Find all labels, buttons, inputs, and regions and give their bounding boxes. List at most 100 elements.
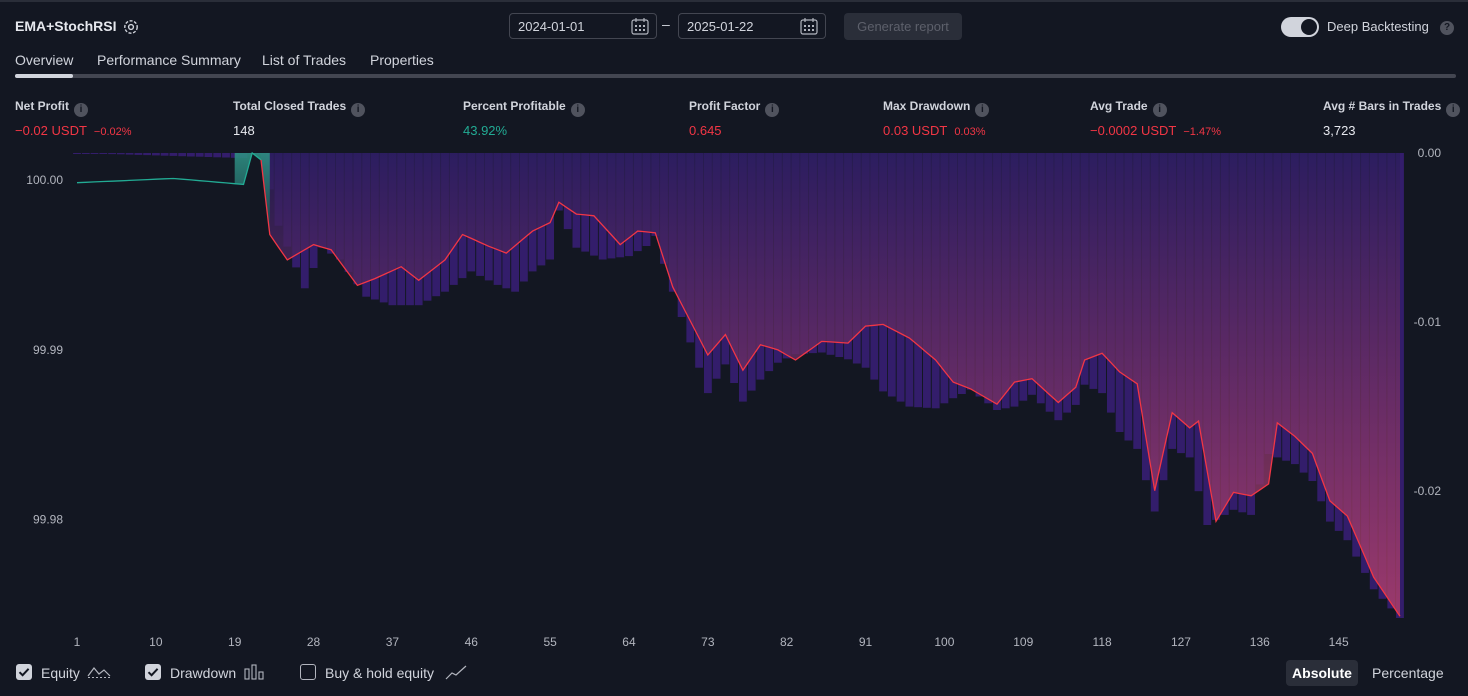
metric-net-profit: Net Profit i −0.02 USDT −0.02% (15, 97, 132, 138)
tab-properties[interactable]: Properties (370, 52, 434, 68)
x-axis-tick-label: 145 (1329, 635, 1349, 649)
metric-avg-bars: Avg # Bars in Trades i 3,723 (1323, 97, 1461, 138)
toggle-knob (1301, 19, 1317, 35)
x-axis-tick-label: 10 (149, 635, 163, 649)
metric-sub-value: −1.47% (1183, 126, 1221, 138)
date-from-input[interactable]: 2024-01-01 (509, 13, 657, 39)
metric-label: Percent Profitable (463, 99, 566, 113)
left-axis-tick-label: 99.98 (33, 513, 63, 527)
drawdown-bar (222, 153, 230, 158)
drawdown-bar (187, 153, 195, 157)
x-axis-tick-label: 127 (1171, 635, 1191, 649)
metric-total-closed-trades: Total Closed Trades i 148 (233, 97, 366, 138)
date-separator: – (662, 16, 670, 32)
drawdown-bar (160, 153, 169, 156)
x-axis-tick-label: 1 (74, 635, 81, 649)
drawdown-bar (108, 153, 116, 155)
x-axis-tick-label: 46 (465, 635, 479, 649)
generate-report-button[interactable]: Generate report (844, 13, 962, 40)
drawdown-bar (169, 153, 178, 156)
metric-avg-trade: Avg Trade i −0.0002 USDT −1.47% (1090, 97, 1221, 138)
equity-negative-area (261, 153, 1400, 617)
equity-positive-area (234, 153, 270, 235)
metric-value: 0.03 USDT (883, 123, 948, 138)
metric-profit-factor: Profit Factor i 0.645 (689, 97, 780, 138)
metric-value: 148 (233, 123, 255, 138)
metric-label: Avg # Bars in Trades (1323, 99, 1442, 113)
tab-active-indicator (15, 74, 73, 78)
strategy-name[interactable]: EMA+StochRSI (15, 18, 117, 34)
metric-label: Net Profit (15, 99, 69, 113)
x-axis-tick-label: 91 (859, 635, 873, 649)
metric-value: 43.92% (463, 123, 508, 138)
check-icon (147, 668, 159, 677)
left-axis-tick-label: 99.99 (33, 343, 63, 357)
tab-scroll-track (15, 74, 1456, 78)
metric-label: Profit Factor (689, 99, 761, 113)
date-to-input[interactable]: 2025-01-22 (678, 13, 826, 39)
drawdown-label: Drawdown (170, 665, 237, 681)
absolute-button[interactable]: Absolute (1286, 660, 1358, 686)
info-icon[interactable]: ? (1440, 21, 1454, 35)
info-icon[interactable]: i (351, 103, 366, 117)
tab-list-of-trades[interactable]: List of Trades (262, 52, 347, 68)
metric-label: Max Drawdown (883, 99, 971, 113)
x-axis-tick-label: 82 (780, 635, 794, 649)
x-axis-tick-label: 109 (1013, 635, 1033, 649)
metric-label: Total Closed Trades (233, 99, 347, 113)
equity-line-positive (76, 151, 262, 186)
drawdown-bar (90, 153, 99, 154)
x-axis-tick-label: 28 (307, 635, 321, 649)
metric-value: 3,723 (1323, 123, 1356, 138)
metric-sub-value: −0.02% (93, 126, 132, 138)
right-axis-tick-label: 0.00 (1418, 146, 1442, 160)
info-icon[interactable]: i (74, 103, 88, 117)
equity-checkbox[interactable] (16, 664, 32, 680)
x-axis-tick-label: 118 (1093, 635, 1112, 649)
buy-hold-checkbox[interactable] (300, 664, 316, 680)
metric-value: −0.0002 USDT (1090, 123, 1177, 138)
x-axis-tick-label: 100 (934, 635, 954, 649)
calendar-icon[interactable] (631, 18, 649, 35)
drawdown-bar (143, 153, 151, 156)
drawdown-bar (178, 153, 187, 157)
trend-line-icon (445, 665, 467, 680)
drawdown-bar (73, 153, 81, 154)
drawdown-bar (125, 153, 134, 155)
metric-percent-profitable: Percent Profitable i 43.92% (463, 97, 585, 138)
calendar-icon[interactable] (800, 18, 818, 35)
drawdown-checkbox[interactable] (145, 664, 161, 680)
top-border (0, 0, 1468, 2)
deep-backtesting-label: Deep Backtesting (1327, 19, 1429, 34)
drawdown-bar (134, 153, 143, 155)
info-icon[interactable]: i (765, 103, 780, 117)
date-to-value: 2025-01-22 (687, 19, 754, 34)
right-axis-tick-label: -0.02 (1414, 484, 1442, 498)
equity-drawdown-chart[interactable]: 100.00 99.99 99.98 0.00 -0.01 -0.02 1 10 19 28 3… (0, 140, 1468, 655)
x-axis: 1 10 19 28 37 46 55 64 73 82 91 100 109 118 127 136 145 (74, 635, 1349, 649)
percentage-button[interactable]: Percentage (1372, 665, 1444, 681)
drawdown-bar (204, 153, 213, 157)
info-icon[interactable]: i (975, 103, 990, 117)
tab-performance-summary[interactable]: Performance Summary (97, 52, 241, 68)
x-axis-tick-label: 73 (701, 635, 715, 649)
metric-value: 0.645 (689, 123, 722, 138)
x-axis-tick-label: 136 (1250, 635, 1270, 649)
info-icon[interactable]: i (1152, 103, 1167, 117)
buy-hold-label: Buy & hold equity (325, 665, 434, 681)
drawdown-bar (81, 153, 90, 154)
check-icon (18, 668, 30, 677)
x-axis-tick-label: 19 (228, 635, 242, 649)
x-axis-tick-label: 64 (622, 635, 636, 649)
gear-icon[interactable] (122, 18, 140, 36)
drawdown-bar (99, 153, 108, 154)
deep-backtesting-toggle[interactable] (1281, 17, 1319, 37)
info-icon[interactable]: i (570, 103, 585, 117)
metric-value: −0.02 USDT (15, 123, 87, 138)
bar-chart-icon (244, 664, 264, 680)
right-axis-tick-label: -0.01 (1414, 315, 1442, 329)
tab-overview[interactable]: Overview (15, 52, 74, 68)
info-icon[interactable]: i (1446, 103, 1461, 117)
equity-line-icon (87, 667, 111, 678)
date-from-value: 2024-01-01 (518, 19, 585, 34)
